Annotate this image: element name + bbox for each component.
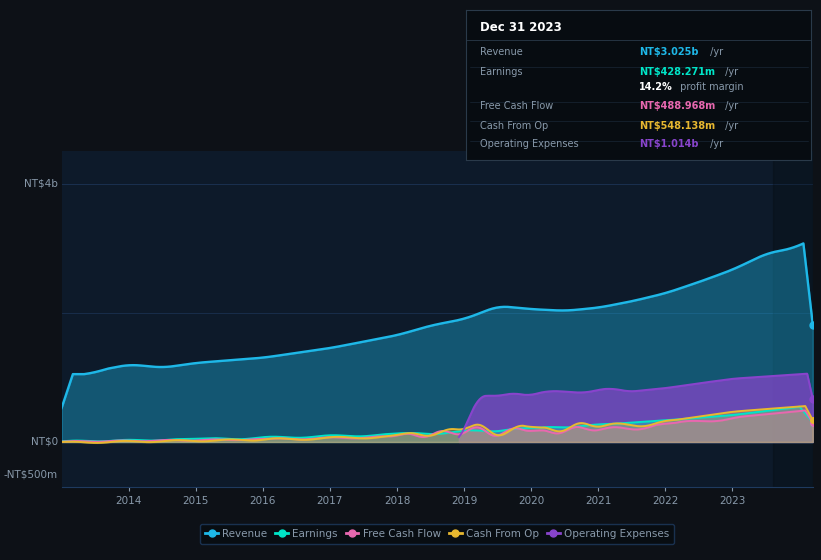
Text: Revenue: Revenue [480,47,523,57]
Text: /yr: /yr [722,67,738,77]
Legend: Revenue, Earnings, Free Cash Flow, Cash From Op, Operating Expenses: Revenue, Earnings, Free Cash Flow, Cash … [200,524,674,544]
Text: Free Cash Flow: Free Cash Flow [480,101,553,111]
Text: Operating Expenses: Operating Expenses [480,139,579,148]
Text: profit margin: profit margin [677,82,743,92]
Text: NT$488.968m: NT$488.968m [639,101,715,111]
Text: NT$428.271m: NT$428.271m [639,67,715,77]
Text: Cash From Op: Cash From Op [480,120,548,130]
Text: -NT$500m: -NT$500m [3,469,57,479]
Text: /yr: /yr [722,101,738,111]
Text: 14.2%: 14.2% [639,82,672,92]
Text: Dec 31 2023: Dec 31 2023 [480,21,562,34]
Text: /yr: /yr [722,120,738,130]
Text: Earnings: Earnings [480,67,523,77]
Text: NT$3.025b: NT$3.025b [639,47,698,57]
Text: NT$1.014b: NT$1.014b [639,139,698,148]
Text: NT$4b: NT$4b [24,179,57,189]
Text: NT$0: NT$0 [30,437,57,447]
Text: NT$548.138m: NT$548.138m [639,120,715,130]
Text: /yr: /yr [707,139,723,148]
Bar [773,151,813,487]
Text: /yr: /yr [707,47,723,57]
